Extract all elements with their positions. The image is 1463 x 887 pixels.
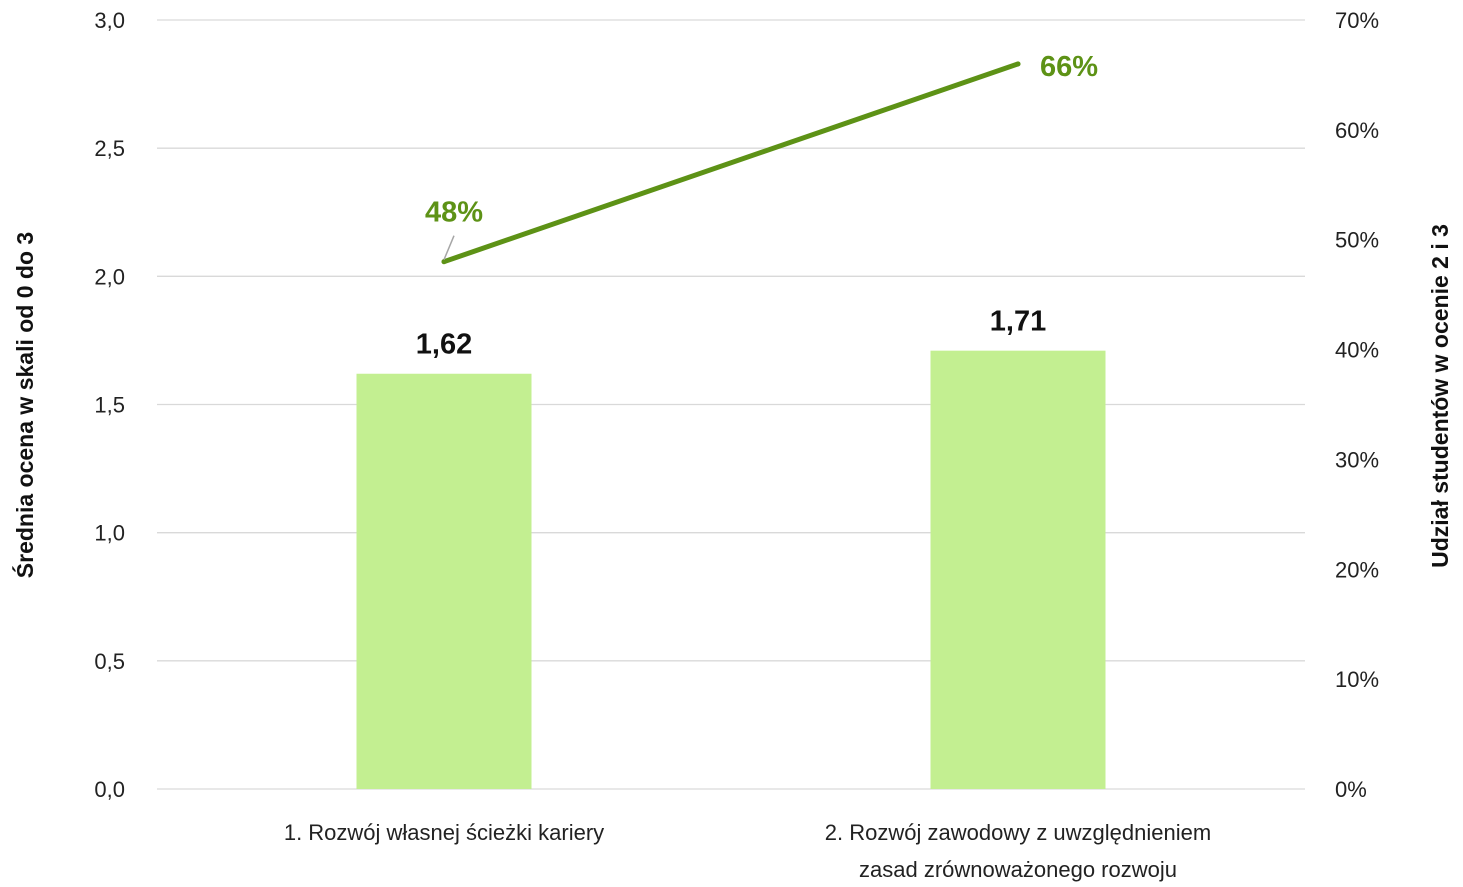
y-tick-label: 3,0	[94, 8, 125, 33]
y2-tick-label: 10%	[1335, 667, 1379, 692]
gridlines	[157, 19, 1305, 790]
y2-tick-label: 50%	[1335, 228, 1379, 253]
y-tick-label: 1,5	[94, 393, 125, 418]
y-tick-label: 0,5	[94, 649, 125, 674]
bar	[356, 373, 532, 789]
y2-tick-label: 20%	[1335, 557, 1379, 582]
y-tick-label: 2,0	[94, 264, 125, 289]
bar	[930, 350, 1106, 789]
x-category-label: 2. Rozwój zawodowy z uwzględnieniem	[825, 820, 1211, 845]
line-value-label: 48%	[425, 197, 483, 229]
y2-tick-label: 40%	[1335, 338, 1379, 363]
y-tick-label: 0,0	[94, 777, 125, 802]
line-point	[1015, 61, 1021, 67]
line-path	[441, 61, 1021, 265]
bar-series	[356, 350, 1106, 789]
y-axis-title: Średnia ocena w skali od 0 do 3	[11, 232, 38, 578]
line-series	[441, 61, 1021, 265]
axis-ticks: 0,0 0,5 1,0 1,5 2,0 2,5 3,0 0% 10% 20% 30% 40% 50% 60…	[94, 8, 1379, 882]
y2-tick-label: 0%	[1335, 777, 1367, 802]
y-tick-label: 1,0	[94, 521, 125, 546]
data-labels: 1,62 1,71 48% 66%	[416, 51, 1098, 361]
label-leader-line	[443, 235, 455, 260]
line-point	[441, 259, 447, 265]
y-tick-label: 2,5	[94, 136, 125, 161]
line-value-label: 66%	[1040, 51, 1098, 83]
y2-axis-title: Udział studentów w ocenie 2 i 3	[1427, 224, 1453, 568]
x-category-label: zasad zrównoważonego rozwoju	[859, 857, 1177, 882]
y2-tick-label: 70%	[1335, 8, 1379, 33]
y2-tick-label: 30%	[1335, 447, 1379, 472]
bar-value-label: 1,62	[416, 329, 472, 361]
y2-tick-label: 60%	[1335, 118, 1379, 143]
bar-value-label: 1,71	[990, 306, 1046, 338]
x-category-label: 1. Rozwój własnej ścieżki kariery	[284, 820, 604, 845]
